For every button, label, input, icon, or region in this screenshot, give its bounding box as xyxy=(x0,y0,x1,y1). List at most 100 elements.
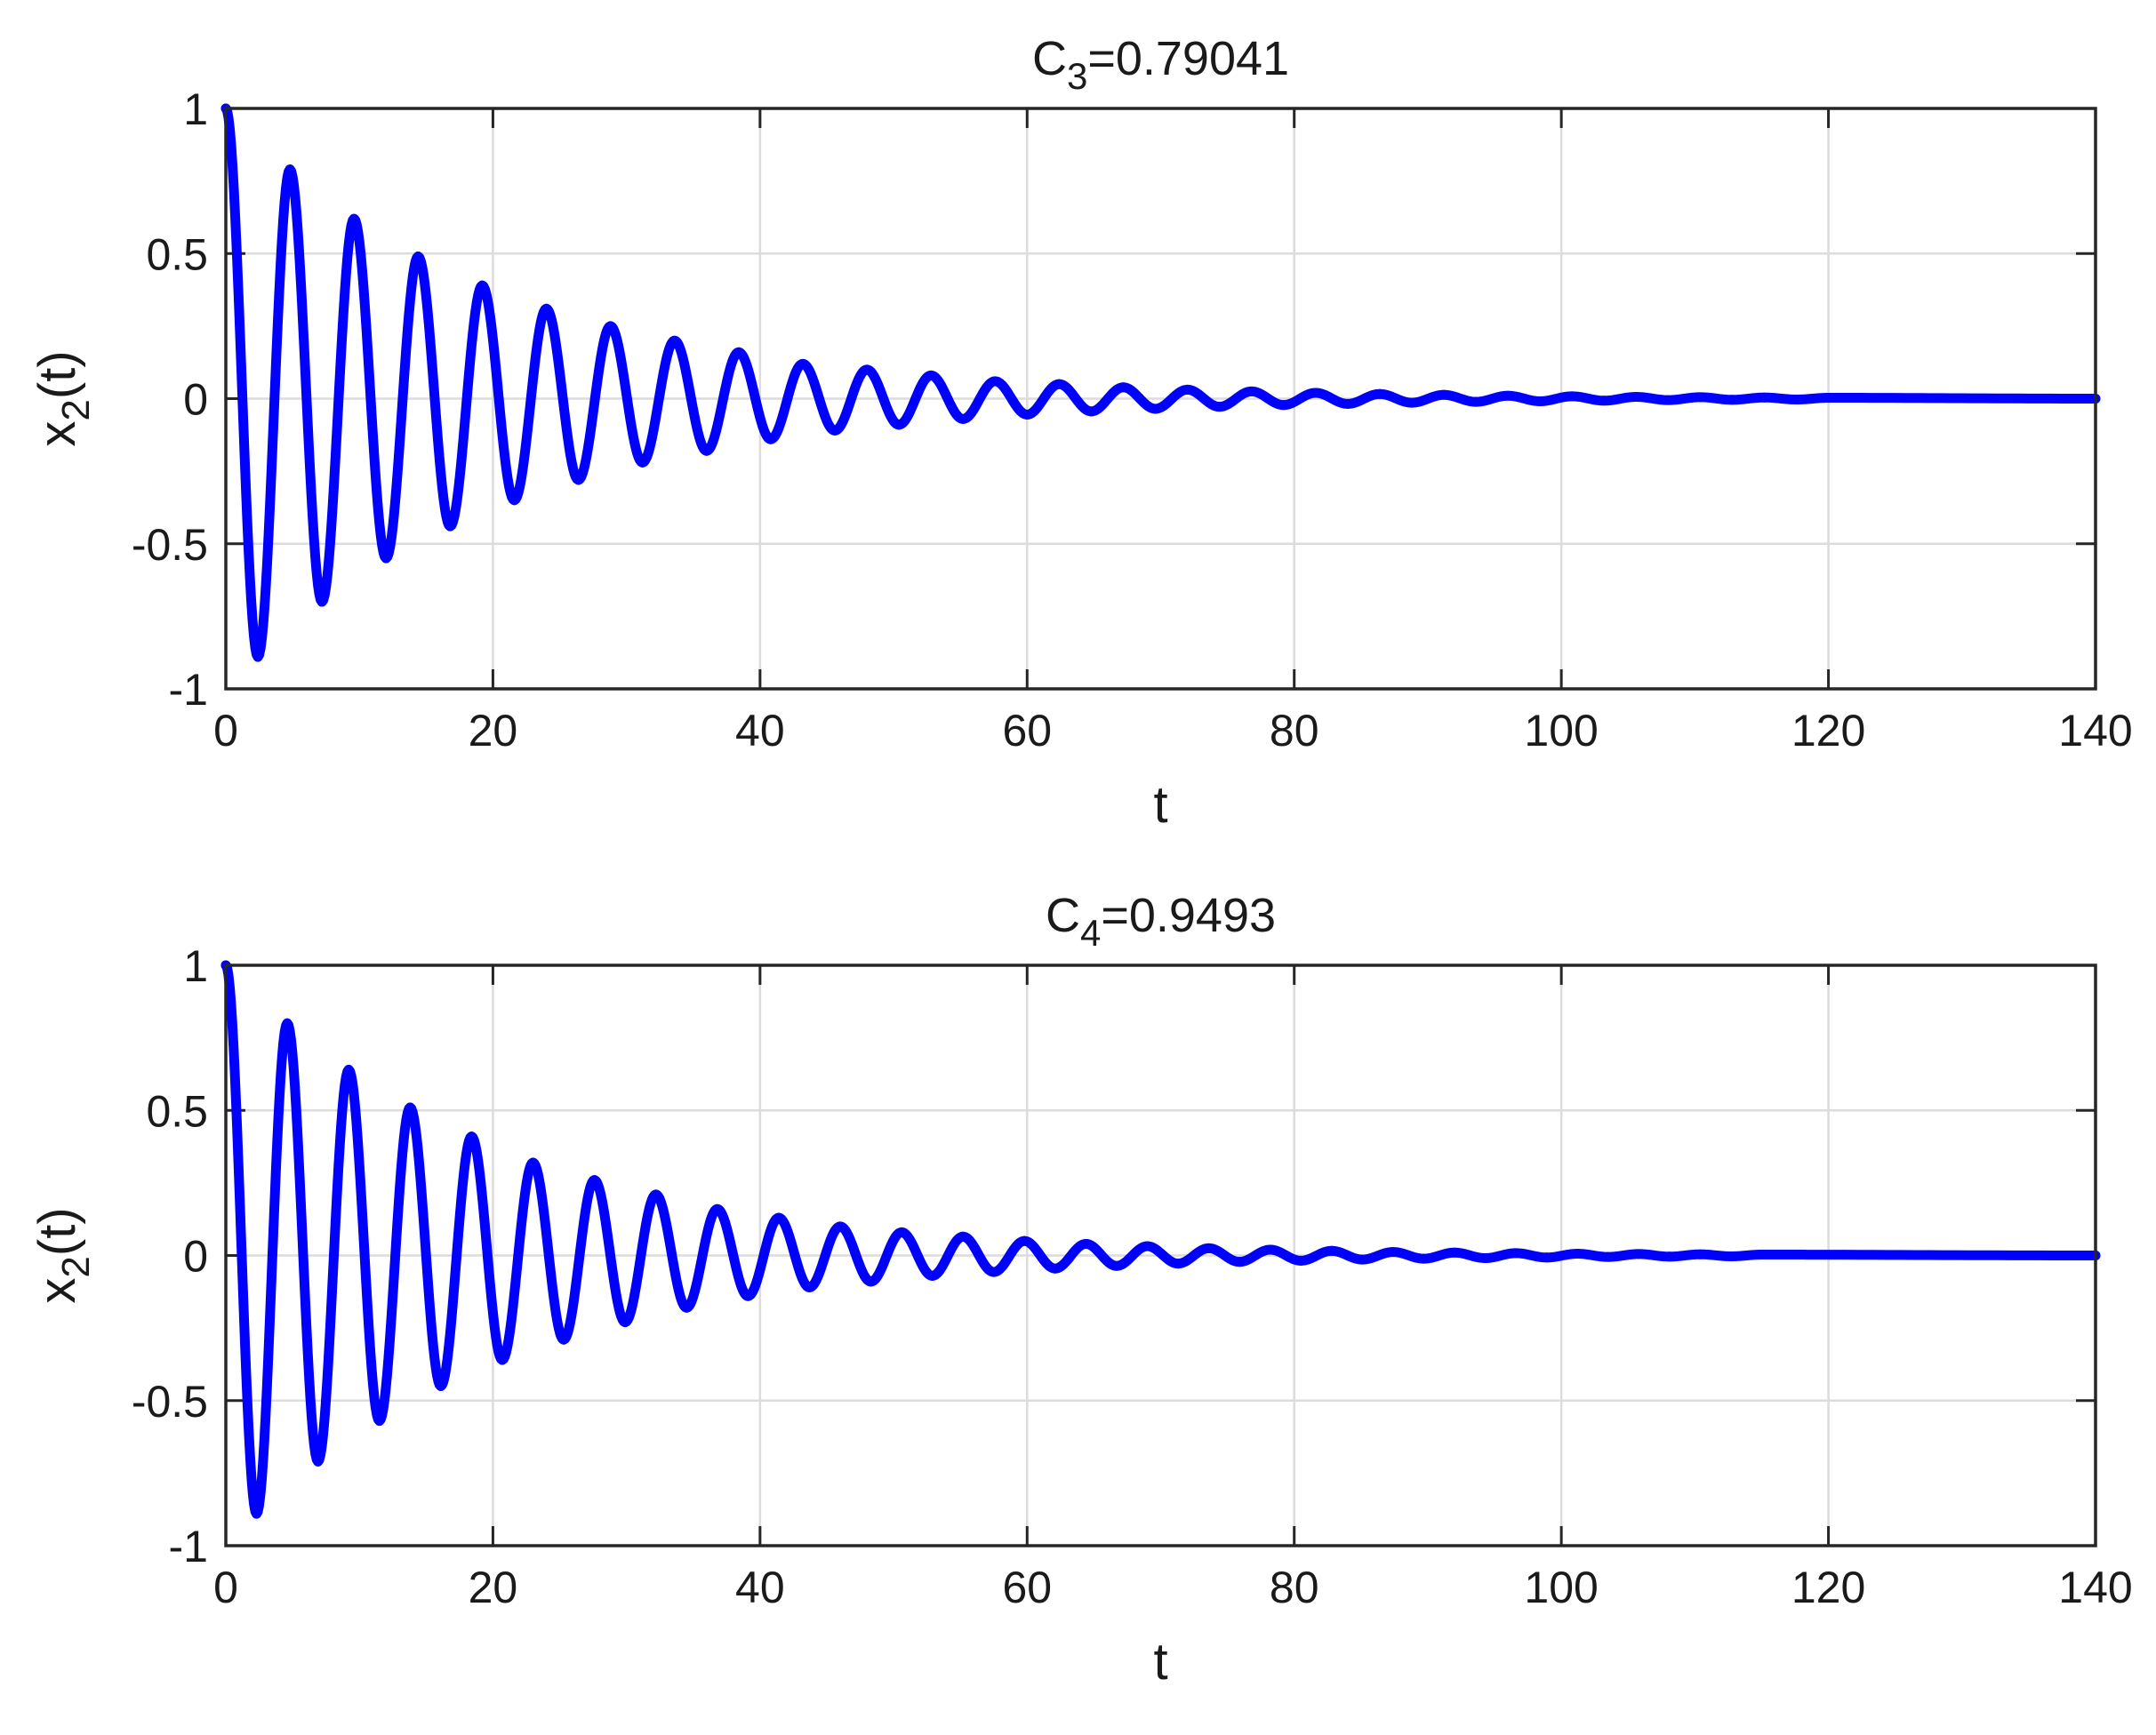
y-tick-label: 0.5 xyxy=(146,1086,208,1136)
series-line xyxy=(220,960,2101,1519)
data-point xyxy=(317,596,327,607)
data-point xyxy=(896,1227,907,1237)
data-point xyxy=(1246,386,1257,396)
data-point xyxy=(926,370,936,380)
y-label-subscript: 2 xyxy=(54,399,98,420)
data-point xyxy=(381,553,391,564)
x-tick-label: 80 xyxy=(1270,706,1319,756)
data-point xyxy=(466,1131,477,1142)
data-point xyxy=(1503,390,1513,401)
data-point xyxy=(1823,393,1834,404)
data-point xyxy=(1695,392,1705,403)
chart-title: C3=0.79041 xyxy=(1032,32,1289,97)
data-point xyxy=(313,1456,324,1467)
data-point xyxy=(413,252,423,262)
x-tick-label: 140 xyxy=(2058,1563,2132,1612)
data-point xyxy=(573,475,584,485)
data-point xyxy=(1759,392,1769,403)
data-point xyxy=(1726,1251,1736,1261)
data-point xyxy=(637,457,648,468)
data-point xyxy=(804,1282,814,1292)
x-tick-label: 60 xyxy=(1002,1563,1052,1612)
data-point xyxy=(1511,1248,1521,1259)
chart-title: C4=0.9493 xyxy=(1046,889,1276,954)
data-point xyxy=(797,358,808,369)
data-point xyxy=(1471,396,1481,407)
data-point xyxy=(374,1416,385,1427)
data-point xyxy=(1664,1251,1675,1262)
data-point xyxy=(835,1221,846,1232)
data-point xyxy=(862,364,872,375)
data-point xyxy=(1310,388,1321,398)
data-point xyxy=(712,1203,723,1214)
data-point xyxy=(1182,384,1193,395)
x-tick-label: 100 xyxy=(1524,1563,1598,1612)
title-main: C xyxy=(1032,32,1067,85)
data-point xyxy=(1388,1247,1399,1258)
x-tick-label: 20 xyxy=(469,1563,518,1612)
data-point xyxy=(282,1018,293,1028)
data-point xyxy=(605,321,616,332)
data-point xyxy=(1150,404,1160,414)
subplot-1: 0 20 40 60 80 100 120 140 1 0.5 0 -0.5 -1 C3=0.79041 t… xyxy=(28,32,2133,834)
y-tick-label: 0 xyxy=(183,1232,208,1282)
data-point xyxy=(1019,1235,1030,1246)
data-point xyxy=(1633,1249,1644,1259)
data-point xyxy=(1342,398,1353,409)
x-tick-label: 140 xyxy=(2058,706,2132,756)
y-label-rest: (t) xyxy=(28,350,86,399)
data-point xyxy=(1050,1263,1061,1274)
series-line xyxy=(220,103,2101,662)
data-point xyxy=(1080,1238,1091,1249)
data-point xyxy=(1407,397,1417,408)
data-point xyxy=(990,376,1000,387)
data-point xyxy=(1375,388,1385,399)
data-point xyxy=(1535,396,1545,406)
data-point xyxy=(1572,1249,1583,1259)
subplot-2: 0 20 40 60 80 100 120 140 1 0.5 0 -0.5 -1 C4=0.9493 t x… xyxy=(28,889,2133,1691)
data-point xyxy=(1234,1257,1245,1267)
data-point xyxy=(1418,1253,1429,1264)
data-point xyxy=(1449,1247,1460,1258)
data-point xyxy=(343,1065,354,1075)
y-tick-label: 1 xyxy=(183,84,208,134)
x-tick-label: 120 xyxy=(1791,1563,1865,1612)
x-tick-label: 0 xyxy=(213,1563,238,1612)
data-point xyxy=(436,1380,446,1391)
data-point xyxy=(830,425,840,436)
data-point xyxy=(477,280,487,291)
x-axis-label: t xyxy=(1153,776,1167,834)
data-point xyxy=(927,1270,938,1281)
data-point xyxy=(252,1508,262,1519)
data-point xyxy=(1542,1252,1552,1263)
data-point xyxy=(866,1276,877,1287)
data-point xyxy=(1357,1254,1367,1265)
data-point xyxy=(669,335,680,346)
title-main: C xyxy=(1046,889,1080,942)
data-point xyxy=(1631,392,1641,403)
data-point xyxy=(989,1267,999,1277)
data-point xyxy=(958,413,968,424)
data-point xyxy=(958,1231,968,1242)
data-point xyxy=(765,434,776,444)
data-point xyxy=(1727,395,1737,405)
title-subscript: 3 xyxy=(1067,55,1087,97)
data-point xyxy=(894,420,904,430)
data-point xyxy=(349,213,359,224)
y-tick-label: -1 xyxy=(169,665,208,715)
x-tick-label: 40 xyxy=(735,1563,785,1612)
data-point xyxy=(773,1212,784,1223)
data-point xyxy=(1111,1260,1122,1271)
y-tick-label: -0.5 xyxy=(132,520,208,570)
x-tick-label: 0 xyxy=(213,706,238,756)
data-point xyxy=(1791,394,1802,404)
data-point xyxy=(527,1157,538,1168)
y-label-subscript: 2 xyxy=(54,1256,98,1277)
data-point xyxy=(1663,395,1673,405)
data-point xyxy=(285,164,295,175)
data-point xyxy=(558,1334,569,1345)
data-point xyxy=(541,303,552,314)
data-point xyxy=(1118,382,1128,393)
data-point xyxy=(1022,409,1032,420)
data-point xyxy=(1480,1252,1491,1263)
